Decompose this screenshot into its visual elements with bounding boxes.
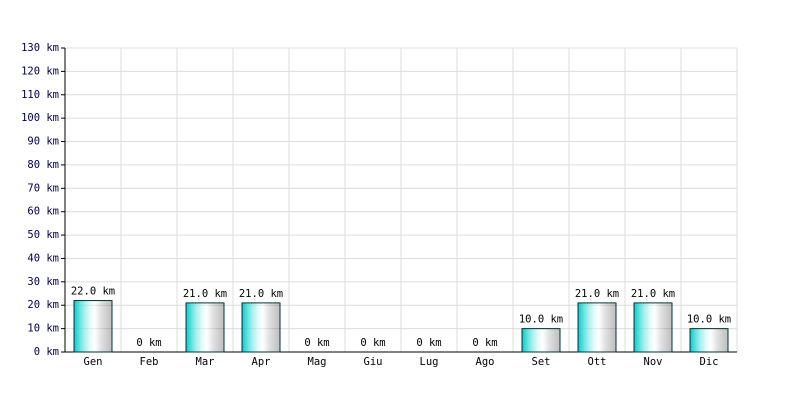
y-tick-label: 80 km: [27, 159, 59, 171]
bar: [633, 302, 673, 353]
value-label: 0 km: [136, 337, 161, 349]
y-tick-label: 70 km: [27, 182, 59, 194]
y-tick-label: 120 km: [21, 65, 59, 77]
value-label: 10.0 km: [519, 314, 563, 326]
bar: [689, 328, 729, 353]
x-tick-label: Set: [532, 356, 551, 368]
x-tick-label: Nov: [644, 356, 663, 368]
y-tick-label: 110 km: [21, 89, 59, 101]
value-label: 22.0 km: [71, 286, 115, 298]
bar: [73, 300, 113, 353]
value-label: 21.0 km: [631, 288, 675, 300]
value-label: 21.0 km: [183, 288, 227, 300]
bar: [521, 328, 561, 353]
value-label: 0 km: [304, 337, 329, 349]
y-tick-label: 60 km: [27, 206, 59, 218]
y-tick-label: 50 km: [27, 229, 59, 241]
x-tick-label: Feb: [140, 356, 159, 368]
y-tick-label: 0 km: [34, 346, 59, 358]
y-tick-label: 30 km: [27, 276, 59, 288]
y-tick-label: 130 km: [21, 42, 59, 54]
x-tick-label: Ott: [588, 356, 607, 368]
bar: [577, 302, 617, 353]
value-label: 21.0 km: [575, 288, 619, 300]
y-tick-label: 10 km: [27, 323, 59, 335]
value-label: 0 km: [360, 337, 385, 349]
value-label: 21.0 km: [239, 288, 283, 300]
y-tick-label: 90 km: [27, 136, 59, 148]
value-label: 0 km: [416, 337, 441, 349]
y-tick-label: 40 km: [27, 252, 59, 264]
x-tick-label: Ago: [476, 356, 495, 368]
x-tick-label: Lug: [420, 356, 439, 368]
y-tick-label: 20 km: [27, 299, 59, 311]
value-label: 10.0 km: [687, 314, 731, 326]
y-tick-label: 100 km: [21, 112, 59, 124]
value-label: 0 km: [472, 337, 497, 349]
x-tick-label: Apr: [252, 356, 271, 368]
x-tick-label: Gen: [84, 356, 103, 368]
x-tick-label: Mar: [196, 356, 215, 368]
x-tick-label: Mag: [308, 356, 327, 368]
x-tick-label: Giu: [364, 356, 383, 368]
x-tick-label: Dic: [700, 356, 719, 368]
bar: [241, 302, 281, 353]
bar: [185, 302, 225, 353]
